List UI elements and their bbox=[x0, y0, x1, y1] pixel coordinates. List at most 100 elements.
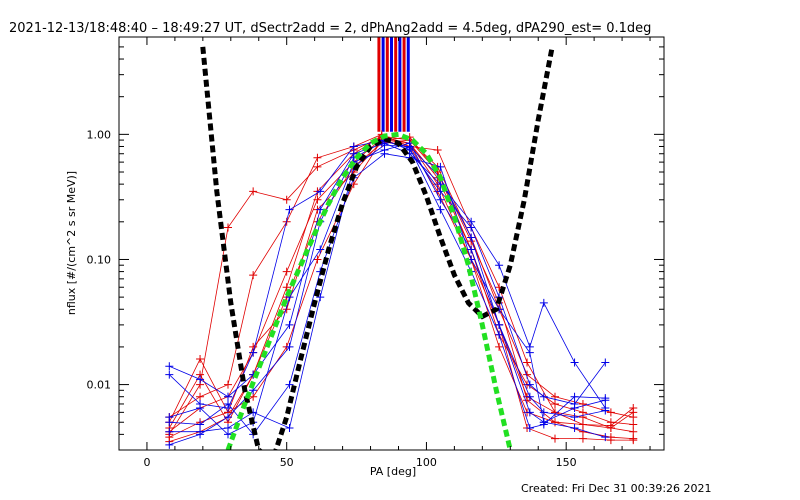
red-point-2-16 bbox=[629, 420, 638, 429]
blue-point-5-13 bbox=[539, 420, 548, 429]
red-point-3-12 bbox=[523, 358, 532, 367]
x-tick-label-2: 100 bbox=[416, 456, 437, 469]
red-point-3-2 bbox=[224, 380, 232, 389]
axes: 0 50 100 150 0.01 0.10 1.00 bbox=[87, 36, 664, 469]
red-point-3-1 bbox=[196, 392, 205, 401]
blue-point-0-11 bbox=[495, 261, 504, 270]
blue-point-0-0 bbox=[165, 362, 174, 371]
blue-point-4-2 bbox=[224, 423, 232, 432]
black-model-curve bbox=[200, 46, 555, 450]
created-timestamp: Created: Fri Dec 31 00:39:26 2021 bbox=[521, 482, 712, 495]
blue-point-3-4 bbox=[285, 380, 294, 389]
red-point-6-16 bbox=[629, 403, 638, 412]
y-tick-label-1: 0.10 bbox=[87, 253, 112, 266]
red-point-0-5 bbox=[313, 255, 322, 264]
y-tick-label-2: 1.00 bbox=[87, 128, 112, 141]
blue-point-2-5 bbox=[316, 245, 325, 254]
blue-point-3-2 bbox=[224, 399, 232, 408]
red-point-6-14 bbox=[578, 420, 587, 429]
red-point-4-4 bbox=[282, 267, 291, 276]
y-tick-label-0: 0.01 bbox=[87, 379, 112, 392]
blue-point-0-5 bbox=[316, 205, 325, 214]
red-point-1-15 bbox=[606, 408, 615, 417]
blue-point-5-12 bbox=[525, 423, 534, 432]
blue-point-1-3 bbox=[249, 348, 258, 357]
red-point-6-13 bbox=[551, 418, 559, 427]
blue-point-1-5 bbox=[316, 187, 325, 196]
red-point-4-11 bbox=[495, 342, 504, 351]
red-point-5-14 bbox=[578, 434, 587, 443]
blue-point-5-11 bbox=[495, 330, 504, 339]
blue-series-2 bbox=[169, 142, 606, 435]
blue-point-4-11 bbox=[495, 320, 504, 329]
blue-point-2-9 bbox=[436, 195, 445, 204]
y-axis-label: nflux [#/(cm^2 s sr MeV)] bbox=[65, 171, 78, 315]
blue-point-4-0 bbox=[165, 427, 174, 436]
blue-point-0-14 bbox=[570, 358, 579, 367]
blue-series-1 bbox=[169, 139, 606, 409]
red-point-2-5 bbox=[313, 162, 322, 171]
green-model-curve bbox=[225, 131, 513, 450]
blue-point-5-9 bbox=[436, 205, 445, 214]
blue-point-3-0 bbox=[165, 418, 174, 427]
blue-point-1-0 bbox=[165, 370, 174, 379]
red-series-4 bbox=[169, 138, 634, 439]
red-point-5-13 bbox=[551, 434, 559, 443]
blue-point-3-7 bbox=[380, 149, 389, 158]
blue-point-3-12 bbox=[525, 348, 534, 357]
red-point-0-1 bbox=[196, 355, 205, 364]
red-series-2 bbox=[168, 136, 634, 435]
blue-point-2-1 bbox=[196, 403, 205, 412]
blue-point-5-4 bbox=[285, 342, 294, 351]
x-tick-label-0: 0 bbox=[143, 456, 150, 469]
blue-point-2-14 bbox=[570, 413, 579, 422]
red-point-5-16 bbox=[629, 436, 638, 445]
blue-point-5-2 bbox=[224, 413, 232, 422]
red-series-6 bbox=[169, 135, 634, 442]
blue-point-3-1 bbox=[196, 420, 205, 429]
red-point-3-9 bbox=[433, 145, 442, 154]
blue-point-0-13 bbox=[539, 298, 548, 307]
plot-area bbox=[165, 37, 638, 450]
blue-point-1-4 bbox=[285, 205, 294, 214]
blue-point-4-12 bbox=[525, 408, 534, 417]
blue-series-0 bbox=[169, 142, 606, 409]
plot-frame bbox=[118, 36, 665, 451]
red-point-5-15 bbox=[606, 436, 615, 445]
blue-point-5-14 bbox=[570, 392, 579, 401]
blue-point-1-10 bbox=[467, 223, 476, 232]
blue-point-2-12 bbox=[525, 392, 534, 401]
blue-point-1-12 bbox=[525, 380, 534, 389]
chart-title: 2021-12-13/18:48:40 – 18:49:27 UT, dSect… bbox=[9, 21, 651, 36]
blue-point-3-9 bbox=[436, 162, 445, 171]
red-point-2-4 bbox=[282, 195, 291, 204]
x-axis-label: PA [deg] bbox=[370, 465, 416, 478]
blue-point-1-15 bbox=[601, 358, 610, 367]
blue-point-1-6 bbox=[349, 142, 358, 151]
red-series-5 bbox=[169, 140, 634, 441]
blue-point-0-4 bbox=[285, 320, 294, 329]
red-point-1-14 bbox=[578, 399, 587, 408]
blue-point-0-1 bbox=[196, 375, 205, 384]
blue-point-3-15 bbox=[601, 433, 610, 442]
blue-series-5 bbox=[169, 140, 606, 446]
blue-point-4-4 bbox=[285, 423, 294, 432]
red-point-6-4 bbox=[282, 283, 291, 292]
blue-point-4-5 bbox=[316, 293, 325, 302]
blue-point-3-14 bbox=[570, 423, 579, 432]
blue-point-5-15 bbox=[601, 394, 610, 403]
blue-point-5-1 bbox=[196, 430, 205, 439]
red-point-0-16 bbox=[629, 427, 638, 436]
blue-series-4 bbox=[169, 144, 606, 433]
red-point-6-15 bbox=[606, 421, 615, 430]
red-point-3-5 bbox=[313, 153, 322, 162]
blue-point-2-13 bbox=[539, 408, 548, 417]
blue-point-0-2 bbox=[224, 392, 232, 401]
blue-point-4-10 bbox=[467, 233, 476, 242]
red-point-2-13 bbox=[551, 399, 559, 408]
blue-point-4-14 bbox=[570, 403, 579, 412]
blue-point-2-10 bbox=[467, 245, 476, 254]
blue-point-2-15 bbox=[601, 406, 610, 415]
